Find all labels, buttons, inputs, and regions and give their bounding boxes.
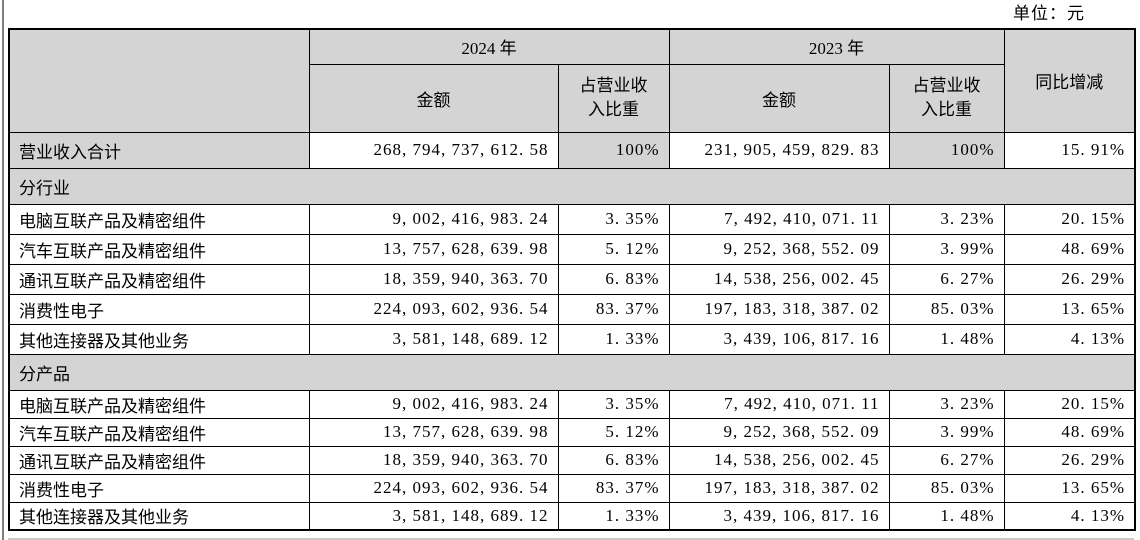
row-label-cell: 汽车互联产品及精密组件 [8, 233, 310, 265]
ratio-2024-cell: 3. 35% [557, 203, 670, 235]
next-table-edge-line [8, 538, 1134, 540]
row-label-cell: 电脑互联产品及精密组件 [8, 389, 310, 419]
header-row-measures: 金额 占营业收 入比重 金额 占营业收 入比重 [9, 63, 1135, 133]
amount-2023-cell: 3, 439, 106, 817. 16 [668, 323, 890, 355]
yoy-cell: 4. 13% [1003, 323, 1136, 355]
ratio-2024-cell: 83. 37% [557, 293, 670, 325]
amount-2024-cell: 9, 002, 416, 983. 24 [308, 203, 559, 235]
row-label-cell: 汽车互联产品及精密组件 [8, 417, 310, 447]
table-body: 营业收入合计 268, 794, 737, 612. 58 100% 231, … [8, 131, 1136, 531]
table-row-industry-consumer: 消费性电子 224, 093, 602, 936. 54 83. 37% 197… [8, 293, 1136, 325]
section-row-product: 分产品 [8, 353, 1136, 391]
amount-2023-cell: 197, 183, 318, 387. 02 [668, 473, 890, 503]
ratio-2023-cell: 1. 48% [888, 323, 1005, 355]
ratio-2024-cell: 100% [557, 131, 670, 169]
ratio-2023-cell: 3. 23% [888, 389, 1005, 419]
yoy-cell: 4. 13% [1003, 501, 1136, 531]
ratio-2023-cell: 85. 03% [888, 473, 1005, 503]
ratio-2023-cell: 3. 99% [888, 417, 1005, 447]
table-row-industry-computer: 电脑互联产品及精密组件 9, 002, 416, 983. 24 3. 35% … [8, 203, 1136, 235]
yoy-cell: 26. 29% [1003, 445, 1136, 475]
section-label-cell: 分行业 [8, 167, 1136, 205]
row-label-cell: 消费性电子 [8, 473, 310, 503]
ratio-2023-cell: 85. 03% [888, 293, 1005, 325]
ratio-2024-cell: 5. 12% [557, 233, 670, 265]
amount-2024-cell: 9, 002, 416, 983. 24 [308, 389, 559, 419]
yoy-cell: 13. 65% [1003, 293, 1136, 325]
year-2024-header: 2024 年 [308, 28, 670, 65]
row-label-cell: 其他连接器及其他业务 [8, 323, 310, 355]
amount-2023-cell: 231, 905, 459, 829. 83 [668, 131, 890, 169]
ratio-2024-header: 占营业收 入比重 [557, 63, 670, 133]
row-label-cell: 其他连接器及其他业务 [8, 501, 310, 531]
amount-2024-header: 金额 [308, 63, 559, 133]
amount-2023-cell: 14, 538, 256, 002. 45 [668, 263, 890, 295]
amount-2024-cell: 224, 093, 602, 936. 54 [308, 293, 559, 325]
yoy-cell: 20. 15% [1003, 203, 1136, 235]
ratio-2023-cell: 6. 27% [888, 445, 1005, 475]
amount-2024-cell: 3, 581, 148, 689. 12 [308, 501, 559, 531]
ratio-2023-cell: 100% [888, 131, 1005, 169]
row-label-cell: 消费性电子 [8, 293, 310, 325]
amount-2024-cell: 3, 581, 148, 689. 12 [308, 323, 559, 355]
ratio-2024-cell: 1. 33% [557, 501, 670, 531]
ratio-2023-cell: 3. 99% [888, 233, 1005, 265]
yoy-cell: 20. 15% [1003, 389, 1136, 419]
amount-2024-cell: 18, 359, 940, 363. 70 [308, 263, 559, 295]
yoy-header: 同比增减 [1003, 28, 1136, 133]
total-revenue-row: 营业收入合计 268, 794, 737, 612. 58 100% 231, … [8, 131, 1136, 169]
corner-cell [8, 28, 310, 133]
ratio-2024-cell: 5. 12% [557, 417, 670, 447]
amount-2024-cell: 224, 093, 602, 936. 54 [308, 473, 559, 503]
section-row-industry: 分行业 [8, 167, 1136, 205]
table-row-product-other: 其他连接器及其他业务 3, 581, 148, 689. 12 1. 33% 3… [8, 501, 1136, 531]
amount-2024-cell: 13, 757, 628, 639. 98 [308, 233, 559, 265]
table-row-product-auto: 汽车互联产品及精密组件 13, 757, 628, 639. 98 5. 12%… [8, 417, 1136, 447]
row-label-cell: 通讯互联产品及精密组件 [8, 263, 310, 295]
yoy-cell: 48. 69% [1003, 417, 1136, 447]
amount-2023-cell: 7, 492, 410, 071. 11 [668, 389, 890, 419]
amount-2024-cell: 268, 794, 737, 612. 58 [308, 131, 559, 169]
revenue-breakdown-table: 2024 年 2023 年 同比增减 金额 占营业收 入比重 金额 占营业收 入… [8, 28, 1136, 531]
ratio-2024-cell: 83. 37% [557, 473, 670, 503]
row-label-cell: 通讯互联产品及精密组件 [8, 445, 310, 475]
yoy-cell: 26. 29% [1003, 263, 1136, 295]
table-row-industry-other: 其他连接器及其他业务 3, 581, 148, 689. 12 1. 33% 3… [8, 323, 1136, 355]
ratio-2023-cell: 1. 48% [888, 501, 1005, 531]
ratio-2023-cell: 3. 23% [888, 203, 1005, 235]
header-row-years: 2024 年 2023 年 同比增减 [8, 28, 1136, 133]
yoy-cell: 15. 91% [1003, 131, 1136, 169]
table-row-product-comm: 通讯互联产品及精密组件 18, 359, 940, 363. 70 6. 83%… [8, 445, 1136, 475]
table-header: 2024 年 2023 年 同比增减 金额 占营业收 入比重 金额 占营业收 入… [8, 28, 1136, 133]
year-2023-header: 2023 年 [668, 28, 1005, 65]
amount-2023-cell: 9, 252, 368, 552. 09 [668, 233, 890, 265]
table-row-industry-comm: 通讯互联产品及精密组件 18, 359, 940, 363. 70 6. 83%… [8, 263, 1136, 295]
amount-2023-cell: 197, 183, 318, 387. 02 [668, 293, 890, 325]
unit-label: 单位：元 [1013, 4, 1085, 23]
ratio-2023-cell: 6. 27% [888, 263, 1005, 295]
amount-2023-cell: 14, 538, 256, 002. 45 [668, 445, 890, 475]
table-row-product-computer: 电脑互联产品及精密组件 9, 002, 416, 983. 24 3. 35% … [8, 389, 1136, 419]
table-row-product-consumer: 消费性电子 224, 093, 602, 936. 54 83. 37% 197… [8, 473, 1136, 503]
section-label-cell: 分产品 [8, 353, 1136, 391]
amount-2023-cell: 7, 492, 410, 071. 11 [668, 203, 890, 235]
yoy-cell: 48. 69% [1003, 233, 1136, 265]
amount-2023-cell: 9, 252, 368, 552. 09 [668, 417, 890, 447]
ratio-2024-cell: 6. 83% [557, 263, 670, 295]
page-edge-line [2, 0, 4, 540]
ratio-2024-cell: 1. 33% [557, 323, 670, 355]
row-label-cell: 营业收入合计 [8, 131, 310, 169]
amount-2023-cell: 3, 439, 106, 817. 16 [668, 501, 890, 531]
row-label-cell: 电脑互联产品及精密组件 [8, 203, 310, 235]
table-row-industry-auto: 汽车互联产品及精密组件 13, 757, 628, 639. 98 5. 12%… [8, 233, 1136, 265]
amount-2024-cell: 18, 359, 940, 363. 70 [308, 445, 559, 475]
amount-2023-header: 金额 [668, 63, 890, 133]
yoy-cell: 13. 65% [1003, 473, 1136, 503]
ratio-2024-cell: 6. 83% [557, 445, 670, 475]
ratio-2023-header: 占营业收 入比重 [888, 63, 1005, 133]
ratio-2024-cell: 3. 35% [557, 389, 670, 419]
amount-2024-cell: 13, 757, 628, 639. 98 [308, 417, 559, 447]
